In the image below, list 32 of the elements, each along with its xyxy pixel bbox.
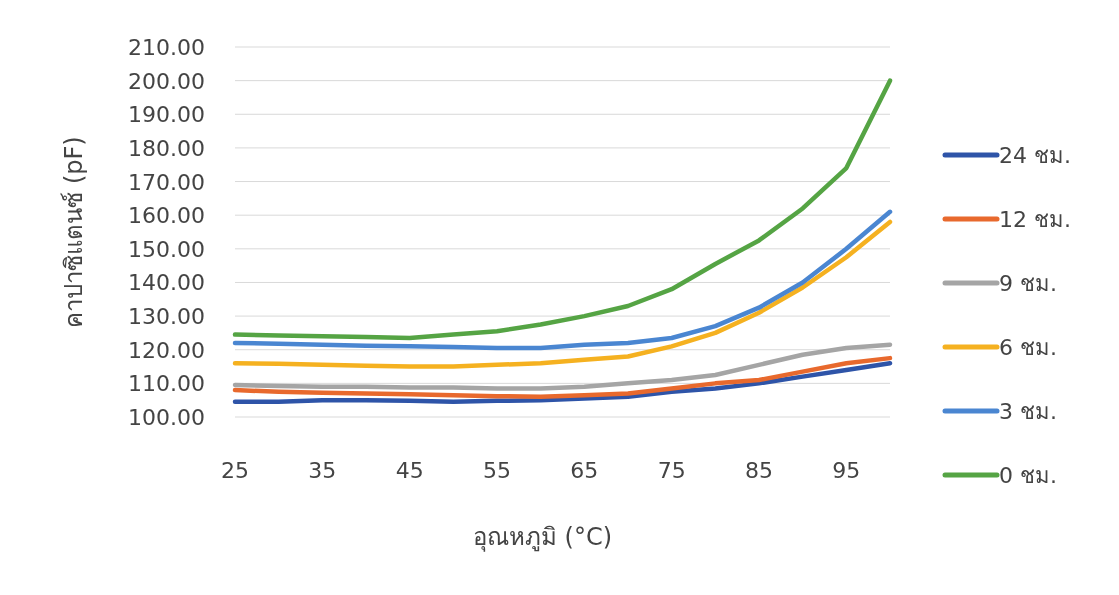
- y-axis-title: คาปาซิแตนซ์ (pF): [60, 136, 88, 328]
- line-series: [232, 78, 893, 341]
- y-tick-label: 160.00: [128, 203, 205, 229]
- legend-label: 0 ชม.: [999, 463, 1057, 488]
- x-tick-label: 25: [221, 458, 249, 483]
- y-tick-label: 130.00: [128, 304, 205, 330]
- y-tick-label: 100.00: [128, 405, 205, 430]
- y-tick-label: 190.00: [128, 102, 205, 128]
- y-tick-label: 180.00: [128, 135, 205, 161]
- legend-label: 3 ชม.: [999, 399, 1057, 424]
- x-tick-label: 95: [832, 458, 861, 483]
- legend-label: 24 ชม.: [999, 143, 1071, 168]
- x-axis-title: อุณหภูมิ (°C): [472, 523, 613, 552]
- x-tick-label: 75: [657, 458, 686, 483]
- legend-label: 6 ชม.: [999, 335, 1057, 360]
- line-series: [232, 209, 893, 351]
- legend-label: 9 ชม.: [999, 271, 1057, 296]
- x-tick-label: 45: [395, 458, 424, 483]
- y-tick-label: 140.00: [128, 270, 205, 296]
- y-tick-label: 120.00: [128, 337, 205, 363]
- legend-label: 12 ชม.: [999, 207, 1071, 232]
- y-tick-label: 200.00: [128, 68, 205, 94]
- x-tick-label: 65: [570, 458, 599, 483]
- y-tick-label: 110.00: [128, 371, 205, 397]
- x-tick-label: 55: [483, 458, 511, 483]
- x-tick-label: 85: [745, 458, 773, 483]
- y-tick-label: 210.00: [128, 35, 205, 60]
- x-tick-label: 35: [308, 458, 337, 483]
- line-series: [232, 219, 893, 369]
- y-tick-label: 150.00: [128, 236, 205, 262]
- line-series: [232, 342, 893, 391]
- y-tick-label: 170.00: [128, 169, 205, 195]
